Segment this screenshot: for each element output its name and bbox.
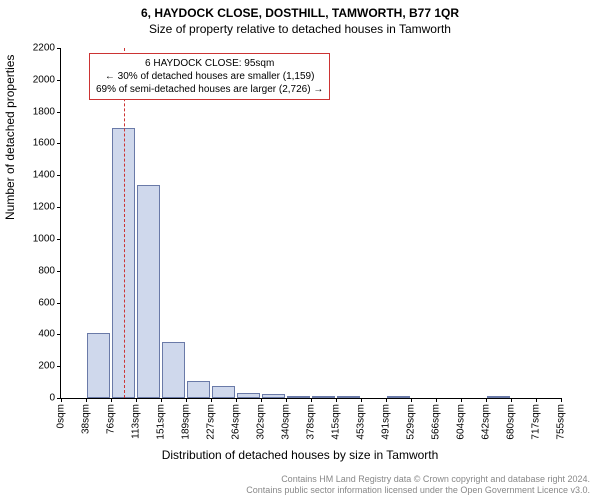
xtick-mark [86,398,87,402]
xtick-label: 0sqm [56,404,67,428]
ytick-mark [57,303,61,304]
xtick-label: 491sqm [381,404,392,440]
histogram-bar [212,386,235,398]
chart-container: 6, HAYDOCK CLOSE, DOSTHILL, TAMWORTH, B7… [0,0,600,500]
ytick-mark [57,366,61,367]
xtick-label: 680sqm [506,404,517,440]
histogram-bar [312,396,335,398]
xtick-label: 604sqm [456,404,467,440]
xtick-mark [111,398,112,402]
ytick-label: 0 [15,393,55,404]
ytick-label: 1200 [15,202,55,213]
footer-line-1: Contains HM Land Registry data © Crown c… [246,474,590,485]
histogram-bar [187,381,210,399]
xtick-mark [136,398,137,402]
xtick-label: 717sqm [531,404,542,440]
xtick-mark [386,398,387,402]
ytick-mark [57,112,61,113]
histogram-bar [237,393,260,398]
footer-text: Contains HM Land Registry data © Crown c… [246,474,590,496]
xtick-mark [411,398,412,402]
xtick-label: 755sqm [556,404,567,440]
ytick-label: 200 [15,361,55,372]
xtick-label: 264sqm [231,404,242,440]
xtick-mark [336,398,337,402]
ytick-mark [57,80,61,81]
info-box-line: 6 HAYDOCK CLOSE: 95sqm [96,57,323,70]
xtick-label: 302sqm [256,404,267,440]
xtick-mark [436,398,437,402]
xtick-mark [261,398,262,402]
histogram-bar [487,396,510,398]
info-box-line: 69% of semi-detached houses are larger (… [96,83,323,96]
histogram-bar [137,185,160,398]
xtick-label: 113sqm [131,404,142,439]
x-axis-label: Distribution of detached houses by size … [0,448,600,462]
ytick-mark [57,207,61,208]
ytick-mark [57,271,61,272]
ytick-label: 800 [15,265,55,276]
xtick-mark [186,398,187,402]
xtick-label: 529sqm [406,404,417,440]
histogram-bar [337,396,360,398]
histogram-bar [262,394,285,398]
xtick-mark [311,398,312,402]
xtick-mark [61,398,62,402]
ytick-mark [57,175,61,176]
ytick-label: 400 [15,329,55,340]
ytick-mark [57,48,61,49]
xtick-label: 151sqm [156,404,167,440]
xtick-label: 415sqm [331,404,342,440]
xtick-mark [561,398,562,402]
xtick-mark [236,398,237,402]
xtick-label: 340sqm [281,404,292,440]
ytick-label: 2000 [15,74,55,85]
histogram-bar [162,342,185,398]
title-main: 6, HAYDOCK CLOSE, DOSTHILL, TAMWORTH, B7… [0,0,600,20]
xtick-label: 378sqm [306,404,317,440]
histogram-bar [87,333,110,398]
histogram-bar [387,396,410,398]
reference-line [124,48,125,398]
xtick-mark [511,398,512,402]
xtick-mark [211,398,212,402]
ytick-label: 1600 [15,138,55,149]
xtick-mark [536,398,537,402]
ytick-label: 1000 [15,233,55,244]
xtick-label: 76sqm [106,404,117,434]
ytick-mark [57,334,61,335]
xtick-mark [486,398,487,402]
xtick-mark [361,398,362,402]
info-box-line: ← 30% of detached houses are smaller (1,… [96,70,323,83]
plot-area: 0200400600800100012001400160018002000220… [60,48,561,399]
ytick-label: 2200 [15,43,55,54]
footer-line-2: Contains public sector information licen… [246,485,590,496]
info-box: 6 HAYDOCK CLOSE: 95sqm← 30% of detached … [89,53,330,100]
xtick-mark [286,398,287,402]
xtick-mark [161,398,162,402]
ytick-label: 1800 [15,106,55,117]
xtick-label: 642sqm [481,404,492,440]
ytick-label: 600 [15,297,55,308]
xtick-label: 453sqm [356,404,367,440]
ytick-label: 1400 [15,170,55,181]
ytick-mark [57,239,61,240]
xtick-label: 227sqm [206,404,217,440]
xtick-label: 566sqm [431,404,442,440]
title-sub: Size of property relative to detached ho… [0,20,600,36]
ytick-mark [57,143,61,144]
histogram-bar [287,396,310,398]
xtick-label: 38sqm [81,404,92,434]
xtick-mark [461,398,462,402]
xtick-label: 189sqm [181,404,192,440]
